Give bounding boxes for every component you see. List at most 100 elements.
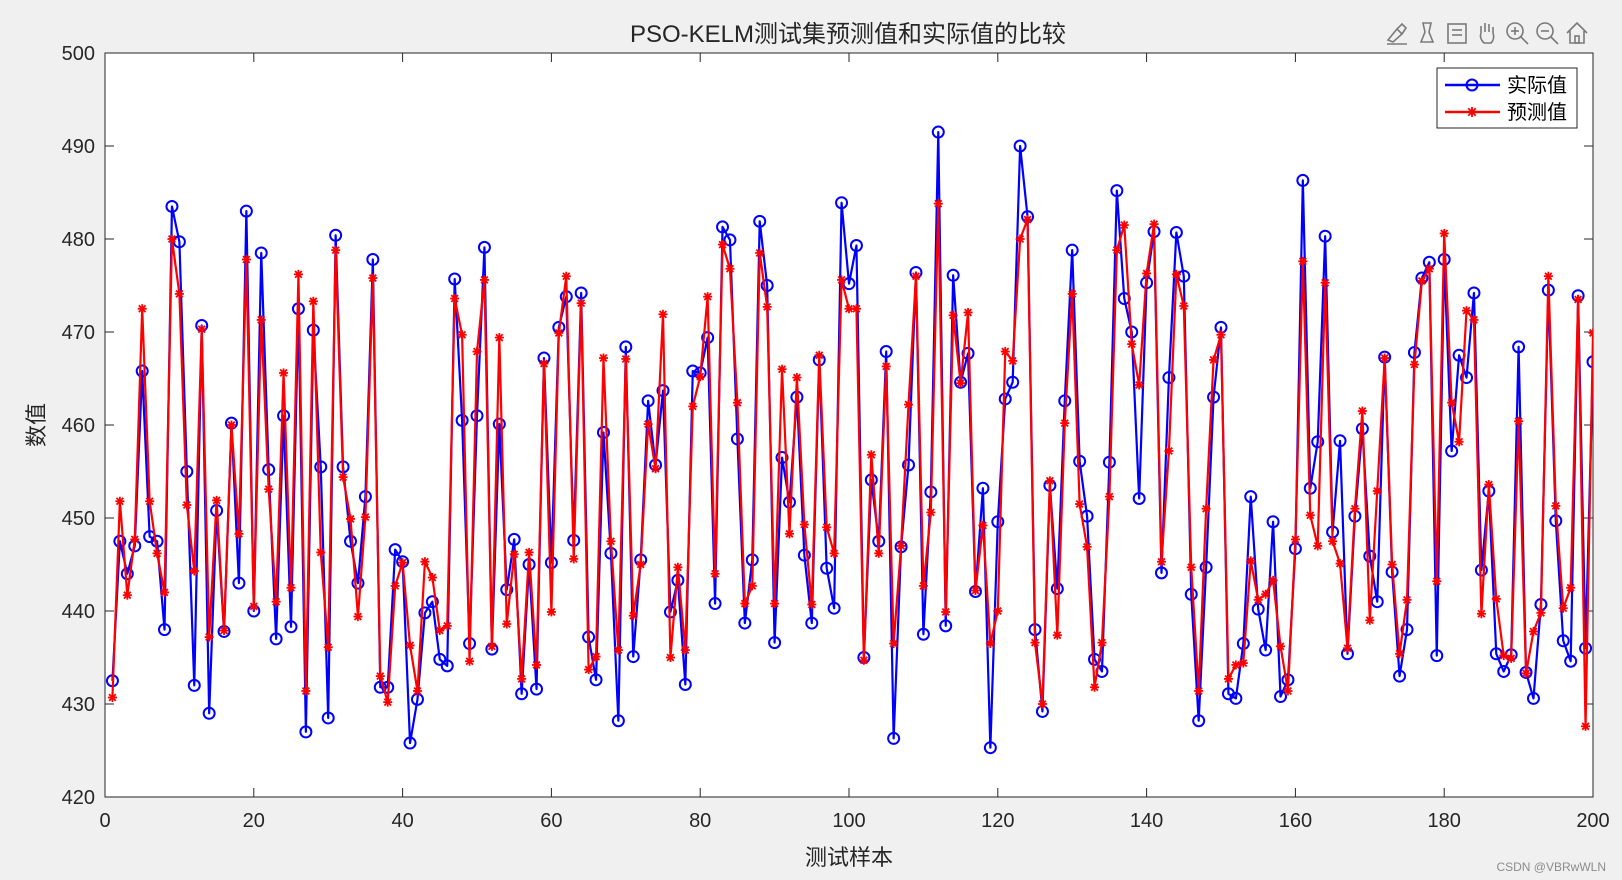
home-icon[interactable] [1566,21,1588,44]
data-point-asterisk [383,697,393,707]
data-point-asterisk [561,271,571,281]
data-point-asterisk [718,240,728,250]
zoom-out-icon[interactable] [1536,22,1559,45]
data-point-asterisk [271,597,281,607]
edit-icon[interactable] [1447,23,1467,44]
plot-area[interactable] [104,52,1594,798]
data-point-asterisk [799,520,809,530]
data-point-asterisk [122,590,132,600]
data-point-circle [1556,634,1570,648]
data-point-asterisk [1238,658,1248,668]
data-point-circle [1132,491,1146,505]
data-point-asterisk [695,372,705,382]
data-point-asterisk [732,398,742,408]
data-point-circle [284,620,298,634]
data-point-asterisk [1506,653,1516,663]
data-point-asterisk [152,548,162,558]
data-point-asterisk [978,520,988,530]
data-tips-icon[interactable] [1419,22,1435,43]
data-point-circle [991,515,1005,529]
data-point-asterisk [993,606,1003,616]
data-point-circle [1266,515,1280,529]
data-point-circle [455,413,469,427]
brush-icon[interactable] [1386,22,1408,45]
data-point-asterisk [1268,575,1278,585]
data-point-asterisk [636,560,646,569]
data-point-circle [135,364,149,378]
data-point-asterisk [1320,278,1330,288]
data-point-asterisk [167,234,177,244]
data-point-circle [797,548,811,562]
data-point-circle [730,432,744,446]
data-point-circle [158,623,172,637]
data-point-circle [440,659,454,673]
data-point-asterisk [338,472,348,482]
data-point-circle [656,384,670,398]
data-point-asterisk [851,304,861,314]
x-tick-label: 20 [243,810,265,832]
data-point-asterisk [1313,541,1323,551]
data-point-circle [1512,340,1526,354]
data-point-asterisk [1142,268,1152,278]
legend-box [1436,67,1578,129]
data-point-circle [373,680,387,694]
y-tick-label: 420 [62,787,95,809]
data-point-circle [321,711,335,725]
data-point-circle [1333,434,1347,448]
data-point-asterisk [1528,626,1538,636]
data-point-circle [1430,649,1444,663]
data-point-asterisk [517,674,527,684]
data-point-circle [1467,286,1481,300]
data-point-circle [1199,560,1213,574]
data-point-asterisk [130,534,140,544]
data-point-asterisk [182,500,192,510]
data-point-circle [366,252,380,266]
data-point-circle [1110,184,1124,198]
data-point-asterisk [1097,638,1107,648]
data-point-circle [596,425,610,439]
pan-icon[interactable] [1479,23,1495,44]
legend[interactable]: 实际值 预测值 [1436,67,1578,129]
data-point-asterisk [911,271,921,281]
data-point-asterisk [1283,686,1293,696]
data-point-asterisk [1209,355,1219,365]
data-point-asterisk [286,583,296,593]
data-point-circle [1497,664,1511,678]
data-point-circle [1393,669,1407,683]
data-point-asterisk [1402,595,1412,605]
data-point-circle [1586,355,1593,369]
data-point-circle [1445,444,1459,458]
data-point-asterisk [249,601,259,611]
data-point-circle [1296,173,1310,187]
data-point-asterisk [509,549,519,559]
chart-title: PSO-KELM测试集预测值和实际值的比较 [630,21,1066,48]
data-point-circle [708,597,722,611]
data-point-circle [113,534,127,548]
data-point-asterisk [390,581,400,591]
data-point-asterisk [107,692,117,702]
data-point-circle [1318,229,1332,243]
data-point-asterisk [524,547,534,557]
data-point-asterisk [1491,594,1501,604]
data-point-circle [470,409,484,423]
data-point-circle [760,279,774,292]
data-point-asterisk [881,361,891,371]
data-point-asterisk [1067,289,1077,299]
data-point-asterisk [160,587,170,597]
data-point-circle [611,714,625,728]
data-point-asterisk [1551,501,1561,511]
data-point-circle [976,481,990,495]
data-point-circle [916,627,930,641]
data-point-circle [983,741,997,755]
data-point-asterisk [829,548,839,558]
data-point-circle [574,286,588,300]
data-point-asterisk [487,641,497,651]
data-point-asterisk [405,640,415,650]
data-point-asterisk [569,554,579,564]
data-point-asterisk [1276,641,1286,651]
data-point-circle [544,556,558,570]
zoom-in-icon[interactable] [1506,22,1529,45]
data-point-circle [202,706,216,720]
data-point-asterisk [1246,556,1256,566]
